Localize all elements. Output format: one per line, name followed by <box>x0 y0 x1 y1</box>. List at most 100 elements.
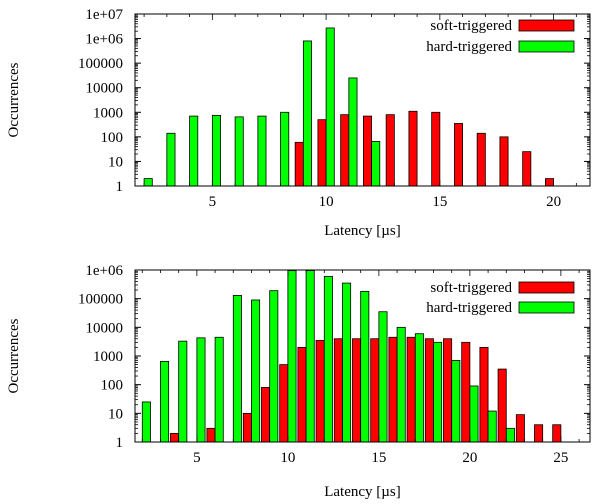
bar-hard-triggered-8 <box>251 299 261 443</box>
bar-hard-triggered-6 <box>234 116 244 187</box>
bar-soft-triggered-17 <box>476 132 486 187</box>
y-axis-label: Occurrences <box>6 62 22 137</box>
legend-swatch-hard-triggered <box>518 40 575 53</box>
x-tick-label: 5 <box>193 450 201 466</box>
plot-frame <box>134 13 591 187</box>
bar-soft-triggered-20 <box>545 178 555 187</box>
bar-soft-triggered-21 <box>479 346 489 443</box>
bar-hard-triggered-11 <box>348 77 358 187</box>
x-tick-label: 15 <box>432 194 447 210</box>
bar-soft-triggered-15 <box>370 338 380 443</box>
bar-hard-triggered-18 <box>433 341 443 443</box>
bar-soft-triggered-9 <box>294 141 304 187</box>
bar-soft-triggered-13 <box>385 114 395 187</box>
bar-soft-triggered-14 <box>352 338 362 443</box>
bar-soft-triggered-11 <box>340 114 350 187</box>
x-tick-label: 20 <box>546 194 561 210</box>
legend-swatch-soft-triggered <box>518 281 575 294</box>
bar-soft-triggered-24 <box>534 424 544 443</box>
bar-soft-triggered-11 <box>297 346 307 443</box>
y-tick-label: 1000 <box>93 105 123 121</box>
bar-hard-triggered-15 <box>378 311 388 443</box>
bar-soft-triggered-22 <box>497 368 507 443</box>
bar-hard-triggered-19 <box>451 360 461 443</box>
x-tick-label: 25 <box>553 450 568 466</box>
bar-hard-triggered-9 <box>269 290 279 443</box>
bar-hard-triggered-11 <box>305 270 315 443</box>
legend-swatch-hard-triggered <box>518 301 575 314</box>
legend-label-soft-triggered: soft-triggered <box>430 280 512 296</box>
bar-soft-triggered-6 <box>206 427 216 443</box>
bar-soft-triggered-16 <box>453 123 463 187</box>
legend-swatch-soft-triggered <box>518 19 575 32</box>
y-tick-label: 1 <box>116 179 124 195</box>
bar-soft-triggered-14 <box>408 110 418 187</box>
bar-hard-triggered-4 <box>178 340 188 443</box>
legend-label-soft-triggered: soft-triggered <box>430 18 512 34</box>
x-tick-label: 15 <box>371 450 386 466</box>
bar-soft-triggered-9 <box>261 387 271 443</box>
bar-soft-triggered-17 <box>406 336 416 443</box>
bar-hard-triggered-10 <box>287 270 297 443</box>
bar-hard-triggered-12 <box>323 275 333 443</box>
bar-hard-triggered-4 <box>189 115 199 187</box>
y-tick-label: 1 <box>116 435 124 451</box>
y-tick-label: 10000 <box>86 81 124 97</box>
bar-hard-triggered-5 <box>211 114 221 187</box>
bar-soft-triggered-20 <box>461 341 471 443</box>
y-tick-label: 10000 <box>86 320 124 336</box>
x-tick-label: 10 <box>280 450 295 466</box>
bar-soft-triggered-19 <box>443 338 453 443</box>
bar-hard-triggered-3 <box>166 132 176 187</box>
bar-hard-triggered-14 <box>360 290 370 443</box>
bar-soft-triggered-25 <box>552 424 562 443</box>
bar-soft-triggered-8 <box>242 412 252 443</box>
x-axis-label: Latency [µs] <box>324 484 401 500</box>
legend-label-hard-triggered: hard-triggered <box>426 39 512 55</box>
y-tick-label: 10 <box>108 406 123 422</box>
legend: soft-triggered hard-triggered <box>426 18 575 55</box>
legend: soft-triggered hard-triggered <box>426 280 575 316</box>
bar-hard-triggered-3 <box>160 360 170 443</box>
y-tick-label: 100 <box>101 130 124 146</box>
bar-hard-triggered-13 <box>342 282 352 443</box>
bar-hard-triggered-2 <box>141 401 151 443</box>
x-tick-label: 10 <box>319 194 334 210</box>
y-tick-label: 1000 <box>93 349 123 365</box>
bar-soft-triggered-13 <box>333 338 343 443</box>
y-tick-label: 100000 <box>78 292 123 308</box>
bar-hard-triggered-6 <box>214 336 224 443</box>
y-tick-label: 10 <box>108 154 123 170</box>
bar-hard-triggered-7 <box>232 294 242 443</box>
bar-hard-triggered-16 <box>396 326 406 443</box>
bar-soft-triggered-12 <box>362 115 372 187</box>
bar-soft-triggered-23 <box>515 414 525 443</box>
bar-hard-triggered-22 <box>505 427 515 443</box>
y-tick-label: 100000 <box>78 56 123 72</box>
bar-hard-triggered-7 <box>257 115 267 187</box>
bar-hard-triggered-9 <box>302 40 312 187</box>
bar-soft-triggered-15 <box>431 111 441 187</box>
y-tick-label: 100 <box>101 378 124 394</box>
bar-hard-triggered-2 <box>143 178 153 187</box>
y-tick-label: 1e+06 <box>85 263 123 279</box>
x-tick-label: 5 <box>209 194 217 210</box>
bar-hard-triggered-10 <box>325 27 335 187</box>
bar-soft-triggered-4 <box>170 432 180 443</box>
bar-soft-triggered-16 <box>388 336 398 443</box>
bar-hard-triggered-5 <box>196 337 206 443</box>
bar-hard-triggered-8 <box>280 111 290 187</box>
y-tick-label: 1e+06 <box>85 32 123 48</box>
bar-soft-triggered-19 <box>522 151 532 187</box>
bar-hard-triggered-21 <box>487 410 497 443</box>
bar-soft-triggered-18 <box>499 136 509 187</box>
bar-hard-triggered-20 <box>469 385 479 443</box>
y-tick-label: 1e+07 <box>85 7 123 23</box>
bar-hard-triggered-12 <box>371 141 381 187</box>
bar-soft-triggered-10 <box>279 364 289 443</box>
legend-label-hard-triggered: hard-triggered <box>426 300 512 316</box>
chart-panel-1: 1 10 100 1000 10000 100000 1e+06 1e+07 5 10 15 20 La… <box>6 7 591 239</box>
bar-soft-triggered-10 <box>317 119 327 187</box>
